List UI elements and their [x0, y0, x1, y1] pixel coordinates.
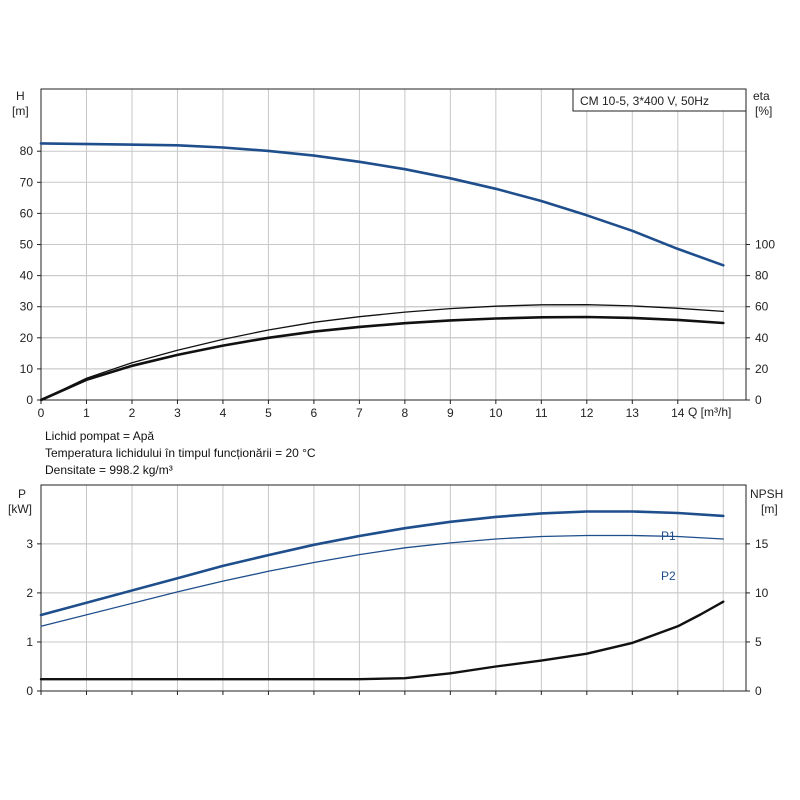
bottom-y-right-tick-label-0: 0 — [755, 684, 762, 698]
top-y-right-tick-label-20: 20 — [755, 362, 769, 376]
top-series-line-2 — [39, 315, 725, 402]
top-y-left-tick-label-60: 60 — [20, 206, 34, 220]
top-x-tick-label-8: 8 — [402, 406, 409, 420]
top-y-right-tick-label-40: 40 — [755, 331, 769, 345]
top-x-tick-label-11: 11 — [535, 406, 548, 420]
power-npsh-panel: 0 1 2 3 0 5 10 15 P [kW] NPSH [m] P1 P2 — [8, 484, 783, 698]
top-x-tick-label-4: 4 — [220, 406, 227, 420]
power-npsh-grid — [40, 485, 746, 692]
y-right-unit: [%] — [755, 104, 772, 118]
top-y-left-tick-label-50: 50 — [20, 238, 34, 252]
top-x-tick-label-10: 10 — [489, 406, 503, 420]
top-y-right-tick-label-0: 0 — [755, 393, 762, 407]
top-x-tick-label-5: 5 — [265, 406, 272, 420]
top-y-left-tick-label-0: 0 — [26, 393, 33, 407]
power-npsh-series — [39, 510, 725, 681]
head-efficiency-grid — [40, 89, 746, 401]
bottom-y-left-tick-label-3: 3 — [26, 537, 33, 551]
bottom-y-right-tick-label-5: 5 — [755, 635, 762, 649]
top-x-tick-label-1: 1 — [83, 406, 90, 420]
top-y-right-tick-label-60: 60 — [755, 300, 769, 314]
bottom-y-right-tick-label-15: 15 — [755, 537, 769, 551]
power-npsh-frame — [40, 484, 747, 692]
top-y-right-tick-label-80: 80 — [755, 269, 769, 283]
y-left-unit-power: [kW] — [8, 502, 32, 516]
bottom-series-line-p2 — [40, 534, 724, 627]
bottom-series-line-2 — [39, 600, 725, 681]
series-label-p1: P1 — [661, 529, 676, 543]
bottom-series-line-p1 — [39, 510, 725, 617]
bottom-y-right-tick-label-10: 10 — [755, 586, 769, 600]
top-y-left-tick-label-10: 10 — [20, 362, 34, 376]
top-x-tick-label-7: 7 — [356, 406, 363, 420]
top-y-right-tick-label-100: 100 — [755, 238, 775, 252]
legend-box-frame — [572, 88, 747, 112]
top-y-left-tick-label-40: 40 — [20, 269, 34, 283]
top-x-tick-label-0: 0 — [38, 406, 45, 420]
top-x-tick-label-2: 2 — [129, 406, 136, 420]
top-x-tick-label-13: 13 — [626, 406, 640, 420]
x-axis-label: Q [m³/h] — [688, 405, 731, 419]
top-x-tick-label-9: 9 — [447, 406, 454, 420]
series-label-p2: P2 — [661, 569, 676, 583]
power-npsh-ticks: 0 1 2 3 0 5 10 15 — [26, 537, 768, 698]
top-y-left-tick-label-20: 20 — [20, 331, 34, 345]
bottom-y-left-tick-label-0: 0 — [26, 684, 33, 698]
top-y-left-tick-label-80: 80 — [20, 144, 34, 158]
y-right-unit-npsh: [m] — [761, 502, 778, 516]
y-right-label-npsh: NPSH — [750, 487, 783, 501]
note-temperature: Temperatura lichidului în timpul funcțio… — [45, 446, 316, 460]
head-efficiency-panel: 0 1 2 3 4 5 6 7 8 9 10 11 12 13 1401020304050607080020… — [12, 88, 776, 420]
y-left-label: H — [16, 89, 25, 103]
bottom-y-left-tick-label-1: 1 — [26, 635, 33, 649]
top-y-left-tick-label-70: 70 — [20, 175, 34, 189]
note-fluid: Lichid pompat = Apă — [45, 429, 154, 443]
head-efficiency-series — [39, 142, 725, 402]
y-left-unit: [m] — [12, 104, 29, 118]
top-x-tick-label-6: 6 — [311, 406, 318, 420]
legend-box: CM 10-5, 3*400 V, 50Hz — [572, 88, 747, 112]
legend-title: CM 10-5, 3*400 V, 50Hz — [580, 94, 709, 108]
top-series-line-0 — [39, 142, 725, 267]
fluid-notes: Lichid pompat = Apă Temperatura lichidul… — [45, 429, 316, 477]
note-density: Densitate = 998.2 kg/m³ — [45, 463, 173, 477]
y-left-label-power: P — [18, 487, 26, 501]
bottom-y-left-tick-label-2: 2 — [26, 586, 33, 600]
y-right-label: eta — [753, 89, 770, 103]
top-series-line-1 — [40, 304, 724, 401]
top-y-left-tick-label-30: 30 — [20, 300, 34, 314]
top-x-tick-label-14: 14 — [671, 406, 685, 420]
top-x-tick-label-12: 12 — [580, 406, 594, 420]
head-efficiency-ticks: 0 1 2 3 4 5 6 7 8 9 10 11 12 13 1401020304050607080020… — [20, 144, 776, 420]
top-x-tick-label-3: 3 — [174, 406, 181, 420]
